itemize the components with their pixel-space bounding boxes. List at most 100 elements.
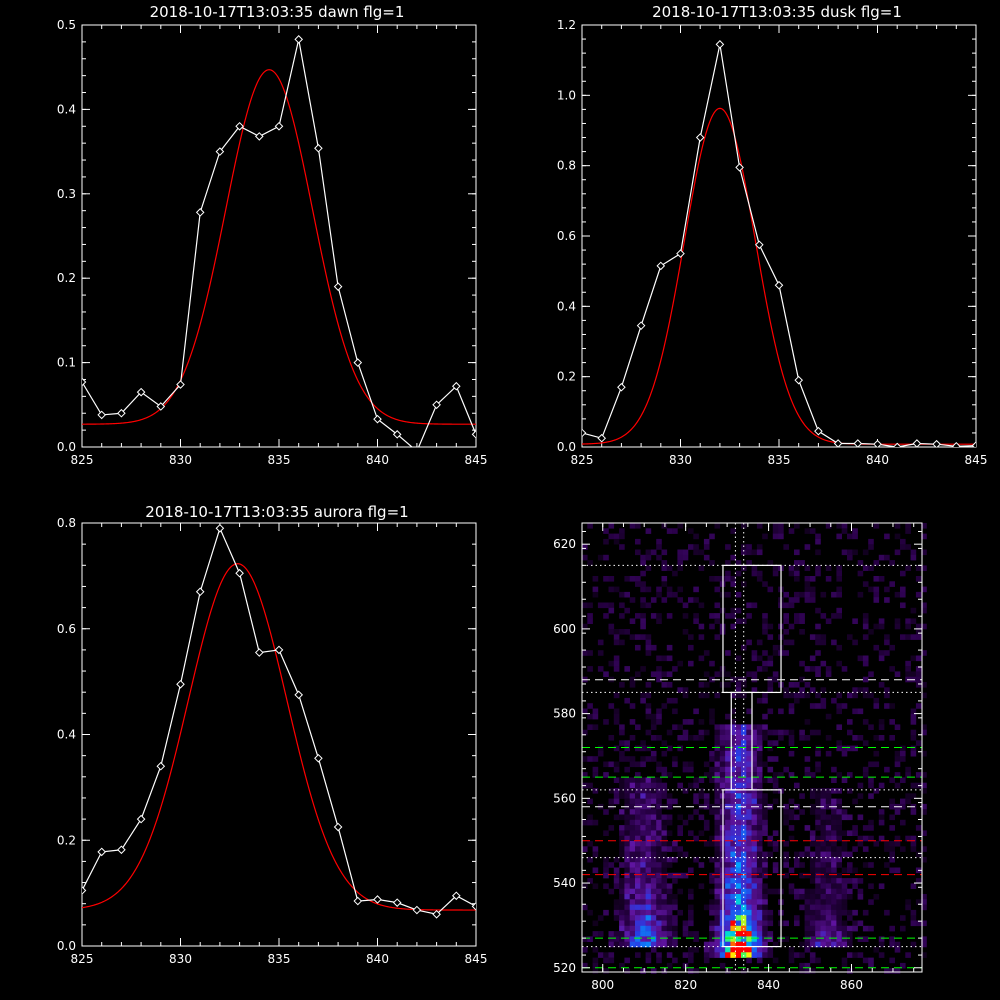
heatmap-cell (730, 819, 736, 826)
heatmap-cell (915, 740, 922, 746)
heatmap-cell (915, 878, 922, 884)
heatmap-cell (741, 872, 747, 879)
heatmap-cell (714, 819, 721, 826)
heatmap-cell (915, 666, 922, 672)
heatmap-cell (841, 899, 848, 905)
heatmap-cell (741, 830, 747, 836)
heatmap-cell (915, 920, 922, 927)
heatmap-cell (831, 814, 837, 821)
heatmap-cell (656, 936, 662, 942)
heatmap-cell (730, 915, 736, 921)
heatmap-cell (645, 602, 652, 609)
heatmap-cell (762, 697, 768, 704)
heatmap-cell (762, 941, 768, 948)
data-point-marker (117, 845, 126, 855)
heatmap-cell (645, 899, 652, 905)
data-point-marker (235, 568, 244, 578)
heatmap-cell (682, 851, 689, 858)
heatmap-cell (804, 825, 811, 831)
heatmap-cell (852, 745, 858, 752)
heatmap-cell (746, 750, 752, 757)
heatmap-cell (688, 904, 694, 911)
heatmap-cell (788, 809, 795, 815)
heatmap-cell (640, 745, 646, 752)
heatmap-cell (889, 867, 895, 874)
heatmap-cell (714, 909, 721, 916)
heatmap-cell (650, 809, 657, 815)
heatmap-cell (672, 591, 678, 598)
heatmap-cell (592, 957, 599, 964)
heatmap-cell (619, 782, 625, 789)
heatmap-cell (666, 745, 673, 752)
heatmap-cell (756, 756, 763, 762)
heatmap-cell (831, 936, 837, 942)
heatmap-cell (788, 814, 795, 821)
y-tick-label: 0.2 (57, 271, 76, 285)
heatmap-cell (910, 671, 917, 677)
heatmap-cell (688, 931, 694, 937)
data-point-marker (715, 40, 725, 49)
heatmap-cell (809, 835, 816, 842)
heatmap-cell (608, 931, 615, 937)
heatmap-cell (825, 565, 832, 571)
heatmap-cell (714, 888, 721, 895)
heatmap-cell (725, 576, 731, 582)
heatmap-cell (613, 634, 620, 640)
heatmap-cell (735, 894, 742, 900)
heatmap-cell (894, 623, 901, 630)
heatmap-cell (809, 904, 816, 911)
heatmap-cell (751, 867, 758, 874)
heatmap-cell (677, 782, 683, 789)
heatmap-cell (666, 798, 673, 805)
heatmap-cell (730, 528, 736, 534)
heatmap-cell (783, 602, 789, 609)
heatmap-cell (645, 904, 652, 911)
heatmap-cell (650, 894, 657, 900)
heatmap-cell (650, 862, 657, 868)
heatmap-cell (804, 851, 811, 858)
heatmap-cell (640, 867, 646, 874)
heatmap-cell (735, 772, 742, 778)
heatmap-cell (592, 772, 599, 778)
heatmap-cell (613, 915, 620, 921)
heatmap-cell (640, 968, 646, 974)
heatmap-cell (661, 825, 668, 831)
heatmap-cell (905, 835, 911, 842)
heatmap-cell (772, 957, 779, 964)
heatmap-cell (714, 846, 721, 852)
heatmap-cell (629, 682, 636, 688)
heatmap-cell (619, 962, 625, 969)
heatmap-cell (608, 629, 615, 635)
heatmap-cell (889, 719, 895, 725)
heatmap-cell (836, 883, 842, 889)
heatmap-cell (735, 862, 742, 868)
heatmap-cell (809, 888, 816, 895)
heatmap-cell (820, 883, 827, 889)
heatmap-cell (714, 814, 721, 821)
heatmap-cell (635, 549, 641, 556)
heatmap-cell (788, 623, 795, 630)
heatmap-cell (746, 846, 752, 852)
heatmap-cell (672, 931, 678, 937)
heatmap-cell (815, 931, 821, 937)
x-tick-label: 830 (169, 453, 192, 467)
heatmap-cell (794, 856, 800, 863)
heatmap-cell (650, 878, 657, 884)
heatmap-cell (714, 883, 721, 889)
heatmap-cell (619, 846, 625, 852)
heatmap-cell (709, 888, 715, 895)
heatmap-cell (693, 777, 699, 783)
heatmap-cell (868, 957, 874, 964)
heatmap-cell (661, 841, 668, 847)
heatmap-cell (852, 825, 858, 831)
heatmap-cell (746, 862, 752, 868)
heatmap-cell (624, 851, 630, 858)
dawn-plot: 2018-10-17T13:03:35 dawn flg=1 825 830 835… (57, 3, 488, 467)
heatmap-cell (815, 745, 821, 752)
heatmap-cell (756, 888, 763, 895)
heatmap-cell (656, 957, 662, 964)
heatmap-cell (725, 788, 731, 794)
heatmap-cell (836, 931, 842, 937)
heatmap-cell (756, 724, 763, 730)
heatmap-cell (873, 560, 880, 566)
